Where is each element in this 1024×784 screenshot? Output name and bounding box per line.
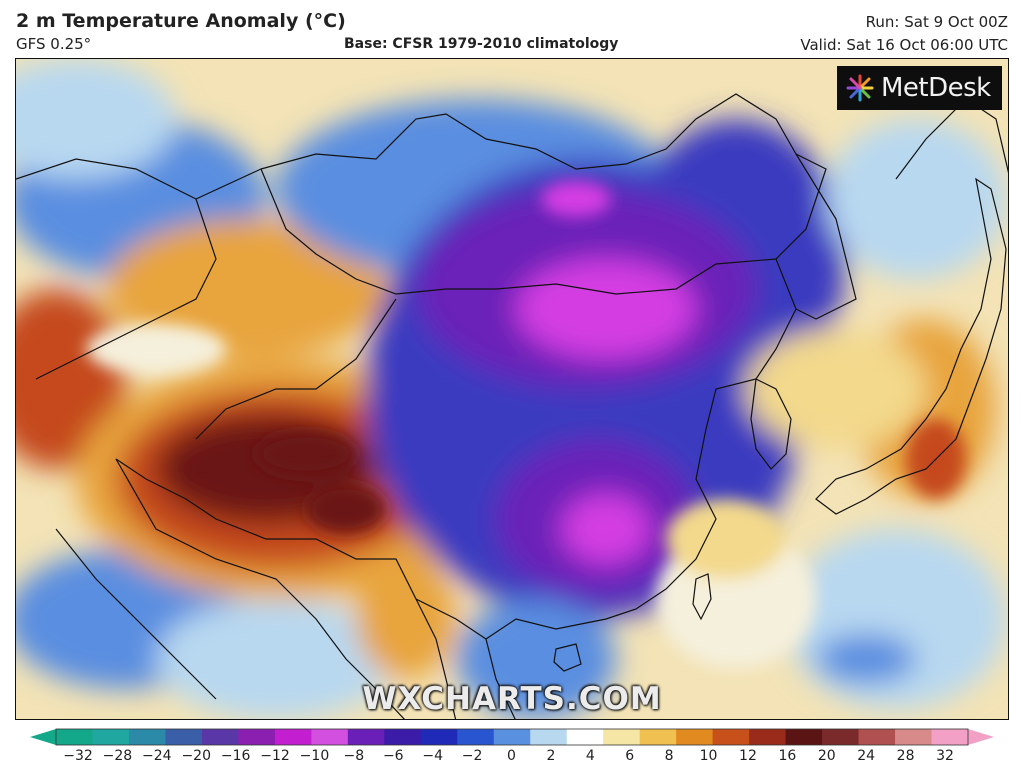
colorbar-segment <box>785 729 823 745</box>
colorbar-tick-label: −32 <box>63 748 93 764</box>
mongolia-border <box>260 93 827 295</box>
colorbar-tick-label: −20 <box>181 748 211 764</box>
colorbar-segment <box>92 729 130 745</box>
colorbar-tick-label: 0 <box>507 748 516 764</box>
model-label: GFS 0.25° <box>16 35 92 53</box>
valid-time-label: Valid: Sat 16 Oct 06:00 UTC <box>800 36 1008 54</box>
hainan-coastline <box>553 643 582 672</box>
colorbar <box>30 728 994 746</box>
colorbar-segment <box>493 729 531 745</box>
colorbar-tick-label: 16 <box>778 748 797 764</box>
south-asia-border <box>55 458 405 719</box>
indochina-border <box>415 598 516 719</box>
colorbar-segment <box>749 729 787 745</box>
colorbar-tick-label: 6 <box>625 748 635 764</box>
colorbar-tick-label: 10 <box>699 748 718 764</box>
warm-region-southeast-asia <box>356 559 456 679</box>
colorbar-segment <box>676 729 714 745</box>
map-canvas <box>16 59 1008 719</box>
japan-coastline <box>815 177 1007 515</box>
colorbar-segment <box>457 729 495 745</box>
colorbar-tick-label: 24 <box>857 748 876 764</box>
colorbar-tick-label: −6 <box>382 748 404 764</box>
anomaly-map: MetDesk WXCHARTS.COM <box>15 58 1009 720</box>
colorbar-tick-label: −24 <box>142 748 172 764</box>
colorbar-tick-label: −4 <box>422 748 443 764</box>
colorbar-tick-label: −12 <box>260 748 290 764</box>
run-time-label: Run: Sat 9 Oct 00Z <box>865 13 1008 31</box>
colorbar-tick-label: 28 <box>896 748 915 764</box>
neutral-spot-3 <box>666 499 786 579</box>
metdesk-burst-icon <box>846 74 874 102</box>
colorbar-segment <box>895 729 933 745</box>
colorbar-tick-label: 4 <box>585 748 595 764</box>
colorbar-tick-labels: −32 −28 −24 −20 −16 −12 −10 −8 −6 −4 −2 0 2 4 6 8 10 12 16… <box>0 748 1024 778</box>
slight-cool-region-okhotsk <box>826 119 1006 279</box>
slight-cool-region-south <box>156 599 396 719</box>
kazakhstan-border <box>16 158 262 380</box>
political-borders <box>16 93 1008 719</box>
extreme-cold-region-north <box>516 259 696 359</box>
chart-title: 2 m Temperature Anomaly (°C) <box>16 10 346 32</box>
extreme-cold-region-south <box>561 494 651 564</box>
colorbar-segment <box>128 729 167 745</box>
colorbar-segment <box>384 729 422 745</box>
extreme-warm-spot-2 <box>306 484 386 534</box>
colorbar-segment <box>603 729 641 745</box>
colorbar-segment <box>311 729 349 745</box>
colorbar-segment <box>347 729 385 745</box>
extreme-cold-spot-1 <box>541 181 611 217</box>
climatology-base-label: Base: CFSR 1979-2010 climatology <box>344 36 619 52</box>
colorbar-tick-label: 20 <box>817 748 836 764</box>
colorbar-segment <box>858 729 896 745</box>
colorbar-tick-label: 32 <box>936 748 954 764</box>
colorbar-segment <box>56 729 94 745</box>
colorbar-tick-label: −2 <box>461 748 483 764</box>
colorbar-tick-label: −10 <box>299 748 330 764</box>
anomaly-field <box>16 59 1006 719</box>
colorbar-tick-label: −28 <box>102 748 133 764</box>
cool-region-south-china-sea <box>456 599 616 719</box>
colorbar-segment <box>639 729 677 745</box>
colorbar-tick-label: −16 <box>220 748 251 764</box>
colorbar-min-arrow <box>30 729 56 745</box>
metdesk-logo[interactable]: MetDesk <box>837 66 1002 110</box>
colorbar-tick-label: 8 <box>664 748 674 764</box>
colorbar-outline <box>55 728 969 746</box>
colorbar-segment <box>420 729 458 745</box>
colorbar-segment <box>238 729 276 745</box>
colorbar-max-arrow <box>968 729 994 745</box>
colorbar-segment <box>165 729 203 745</box>
colorbar-segment <box>201 729 239 745</box>
korea-border <box>750 378 792 470</box>
metdesk-logo-text: MetDesk <box>881 73 991 103</box>
warm-region-west <box>16 289 126 469</box>
wxcharts-watermark: WXCHARTS.COM <box>362 681 662 717</box>
colorbar-segment <box>566 729 604 745</box>
neutral-spot-1 <box>86 324 226 374</box>
colorbar-segment <box>822 729 860 745</box>
cool-region-pacific <box>816 634 916 684</box>
colorbar-segment <box>274 729 312 745</box>
colorbar-tick-label: 12 <box>739 748 757 764</box>
colorbar-tick-label: 2 <box>546 748 556 764</box>
slight-cool-region-west <box>16 59 176 179</box>
extreme-warm-spot-1 <box>256 432 356 476</box>
colorbar-tick-label: −8 <box>343 748 365 764</box>
china-border <box>115 258 797 640</box>
colorbar-segment <box>530 729 568 745</box>
taiwan-coastline <box>692 573 712 621</box>
colorbar-segments <box>56 729 969 745</box>
colorbar-segment <box>931 729 969 745</box>
warm-region-korea <box>746 329 926 449</box>
anomaly-field-detail <box>86 181 966 669</box>
colorbar-segment <box>712 729 750 745</box>
